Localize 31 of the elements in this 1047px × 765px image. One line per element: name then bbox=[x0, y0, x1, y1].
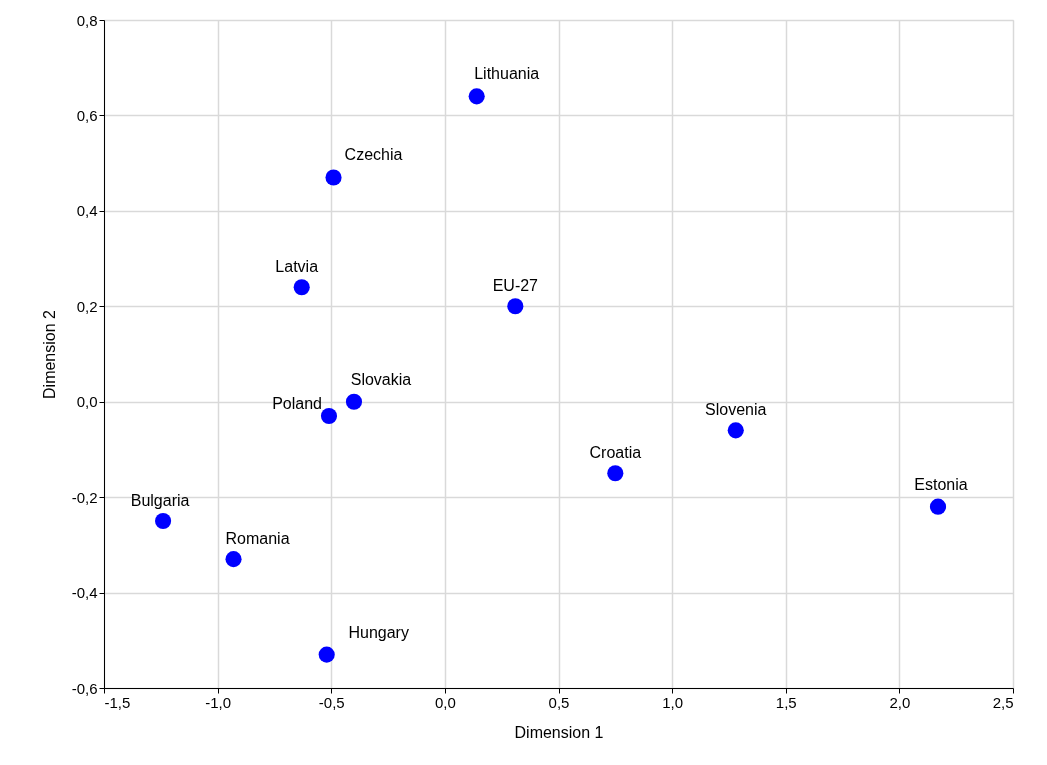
y-tick-label: -0,6 bbox=[71, 679, 98, 697]
x-tick-label: 2,0 bbox=[889, 693, 911, 711]
annotation: Romania bbox=[225, 530, 290, 548]
x-tick-label: 2,5 bbox=[992, 693, 1014, 711]
annotation: Slovenia bbox=[705, 401, 767, 419]
x-tick-label: 0,0 bbox=[434, 693, 456, 711]
x-axis-title: Dimension 1 bbox=[514, 723, 604, 741]
y-tick-label: 0,4 bbox=[76, 202, 98, 220]
annotation: Poland bbox=[272, 395, 322, 413]
annotation: Latvia bbox=[275, 258, 319, 276]
annotation: Bulgaria bbox=[130, 492, 190, 509]
annotation: Croatia bbox=[589, 444, 642, 462]
annotation: Hungary bbox=[348, 623, 409, 641]
y-tick-label: -0,2 bbox=[71, 488, 98, 506]
x-tick-label: 1,5 bbox=[775, 693, 797, 711]
x-tick-label: 0,5 bbox=[548, 693, 570, 711]
annotation: Slovakia bbox=[350, 370, 412, 388]
y-tick-label: 0,0 bbox=[76, 393, 98, 411]
y-tick-label: 0,8 bbox=[76, 11, 98, 29]
annotation: EU-27 bbox=[492, 277, 539, 295]
x-tick-label: -1,5 bbox=[104, 693, 131, 711]
y-tick-label: 0,6 bbox=[76, 106, 98, 124]
annotation: Estonia bbox=[914, 475, 968, 493]
y-tick-label: -0,4 bbox=[71, 584, 98, 602]
x-tick-label: -0,5 bbox=[318, 693, 345, 711]
y-tick-label: 0,2 bbox=[76, 297, 98, 315]
annotation: Czechia bbox=[344, 146, 403, 164]
y-axis-title: Dimension 2 bbox=[40, 309, 58, 399]
annotation: Lithuania bbox=[474, 65, 540, 83]
x-tick-label: -1,0 bbox=[205, 693, 232, 711]
x-tick-label: 1,0 bbox=[662, 693, 684, 711]
